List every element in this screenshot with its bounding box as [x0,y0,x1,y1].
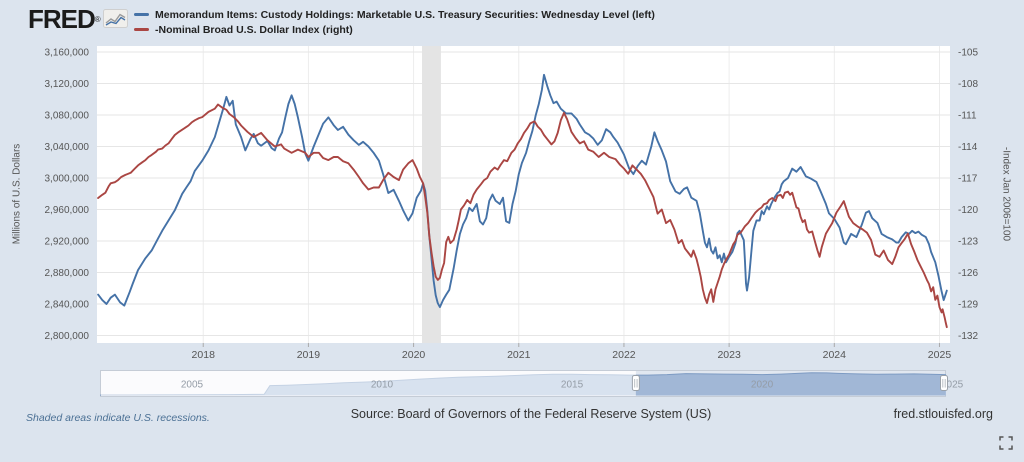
chart-legend: Memorandum Items: Custody Holdings: Mark… [134,7,655,37]
navigator-year-label: 2015 [561,380,584,391]
x-axis-tick-label: 2019 [297,349,321,361]
navigator-left-handle[interactable] [631,375,640,391]
legend-item-dollar-index[interactable]: -Nominal Broad U.S. Dollar Index (right) [134,22,655,37]
legend-label: Memorandum Items: Custody Holdings: Mark… [155,8,655,21]
range-navigator[interactable]: 2005 2010 2015 2020 2025 [100,369,980,398]
recession-shading-note: Shaded areas indicate U.S. recessions. [26,412,210,424]
x-axis-tick-label: 2023 [717,349,741,361]
navigator-year-label: 2005 [181,380,204,391]
navigator-right-handle-grip[interactable] [940,375,948,391]
legend-swatch-red [134,28,149,31]
plot-area[interactable] [97,46,950,343]
right-axis-tick-label: -111 [958,111,977,122]
navigator-selected-region[interactable] [635,371,945,396]
source-attribution: Source: Board of Governors of the Federa… [350,407,712,421]
left-axis-tick-label: 2,840,000 [45,300,90,311]
fred-logo-text: FRED [28,4,96,34]
left-axis-tick-label: 3,160,000 [45,48,90,59]
left-axis-tick-label: 3,040,000 [45,142,90,153]
navigator-year-label: 2020 [751,380,774,391]
series-line-custody-holdings [97,73,948,309]
left-axis-tick-label: 3,120,000 [45,79,90,90]
right-axis-tick-label: -123 [958,237,978,248]
navigator-unselected-region[interactable] [101,371,636,396]
recession-band [422,46,441,343]
left-axis-tick-label: 2,960,000 [45,205,90,216]
right-axis-tick-label: -120 [958,205,978,216]
left-axis-tick-label: 2,920,000 [45,237,90,248]
right-axis-tick-label: -126 [958,268,978,279]
x-axis-tick-label: 2021 [507,349,531,361]
x-axis-tick-label: 2018 [192,349,216,361]
right-axis-tick-label: -105 [958,48,978,59]
navigator-year-label: 2010 [371,380,394,391]
right-axis-tick-label: -108 [958,79,978,90]
legend-item-custody-holdings[interactable]: Memorandum Items: Custody Holdings: Mark… [134,7,655,22]
navigator-left-handle-grip[interactable] [631,375,640,391]
left-axis-tick-label: 3,080,000 [45,111,90,122]
legend-swatch-blue [134,13,149,16]
navigator-right-handle[interactable] [940,375,948,391]
left-axis-tick-label: 2,800,000 [45,331,90,342]
x-axis-tick-label: 2025 [928,349,952,361]
left-axis-tick-label: 2,880,000 [45,268,90,279]
left-axis-tick-label: 3,000,000 [45,174,90,185]
x-axis-tick-label: 2020 [402,349,426,361]
registered-mark: ® [94,15,101,24]
right-axis-tick-label: -129 [958,300,978,311]
series-line-dollar-index [97,103,948,329]
right-axis-tick-label: -114 [958,142,978,153]
x-axis-tick-label: 2022 [612,349,636,361]
main-chart[interactable]: 3,160,000 -105 3,120,000 -108 3,080,000 -111 3… [0,0,1024,410]
fred-logo[interactable]: FRED® [28,4,101,35]
fullscreen-expand-icon[interactable] [998,435,1014,451]
right-axis-tick-label: -117 [958,174,978,185]
fred-site-link[interactable]: fred.stlouisfed.org [893,407,993,421]
navigator-year-label: 2025 [941,380,964,391]
right-axis-tick-label: -132 [958,331,978,342]
legend-label: -Nominal Broad U.S. Dollar Index (right) [155,23,353,36]
fred-chart-logo-icon [103,9,128,28]
x-axis-tick-label: 2024 [823,349,847,361]
